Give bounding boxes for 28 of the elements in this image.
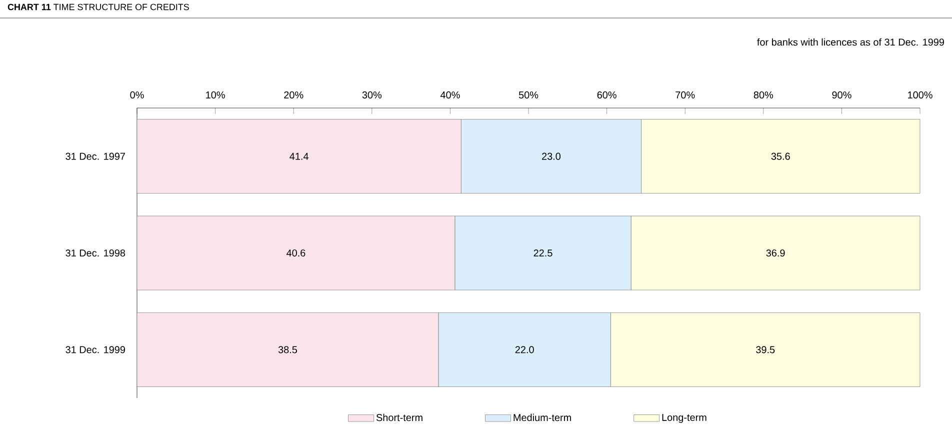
data-label: 22.0 bbox=[515, 346, 534, 354]
x-tick-label: 70% bbox=[676, 91, 695, 98]
x-tick-label: 40% bbox=[440, 91, 460, 98]
x-tick-label: 0% bbox=[130, 91, 144, 98]
data-label: 35.6 bbox=[771, 152, 790, 160]
data-label: 40.6 bbox=[286, 249, 306, 257]
x-tick-label: 90% bbox=[832, 91, 852, 98]
data-label: 41.4 bbox=[290, 152, 308, 160]
legend-label: Long-term bbox=[662, 414, 706, 423]
y-tick-label: 31 Dec. 1999 bbox=[66, 346, 126, 354]
data-label: 36.9 bbox=[766, 249, 785, 257]
data-label: 38.5 bbox=[278, 346, 298, 354]
x-tick-label: 10% bbox=[206, 91, 225, 98]
chart-subtitle: for banks with licences as of 31 Dec. 1999 bbox=[757, 38, 944, 46]
x-tick-label: 30% bbox=[362, 91, 382, 98]
data-label: 23.0 bbox=[542, 152, 561, 160]
x-tick-label: 50% bbox=[518, 91, 538, 98]
data-label: 39.5 bbox=[756, 346, 775, 354]
data-label: 22.5 bbox=[534, 249, 552, 257]
chart-title: CHART 11 TIME STRUCTURE OF CREDITS bbox=[8, 4, 189, 10]
y-tick-label: 31 Dec. 1997 bbox=[66, 152, 125, 160]
x-tick-label: 80% bbox=[754, 91, 774, 98]
y-tick-label: 31 Dec. 1998 bbox=[66, 249, 126, 257]
x-tick-label: 60% bbox=[597, 91, 616, 98]
x-tick-label: 100% bbox=[908, 91, 932, 98]
x-tick-label: 20% bbox=[284, 91, 304, 98]
legend-label: Short-term bbox=[376, 414, 422, 422]
legend-label: Medium-term bbox=[514, 414, 571, 422]
